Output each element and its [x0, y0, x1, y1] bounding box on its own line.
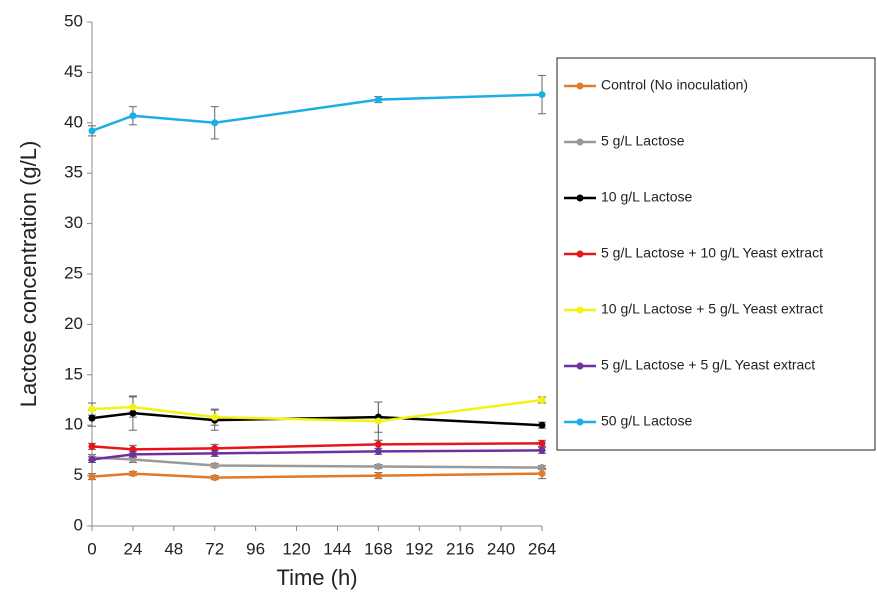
data-point [129, 450, 137, 458]
data-point [129, 409, 137, 417]
legend-marker [576, 82, 584, 90]
legend-label: 5 g/L Lactose + 5 g/L Yeast extract [601, 357, 815, 373]
series-line [91, 472, 543, 479]
data-point [374, 463, 382, 471]
x-axis-title: Time (h) [276, 565, 357, 590]
y-tick-label: 40 [64, 112, 83, 131]
y-tick-label: 35 [64, 163, 83, 182]
data-point [88, 127, 96, 135]
data-point [374, 417, 382, 425]
data-point [538, 91, 546, 99]
series-line [91, 93, 543, 133]
y-tick-label: 30 [64, 213, 83, 232]
data-point [88, 414, 96, 422]
x-tick-label: 240 [487, 539, 515, 558]
x-tick-label: 0 [87, 539, 96, 558]
data-point [129, 445, 137, 453]
data-point [88, 442, 96, 450]
data-point [211, 444, 219, 452]
y-tick-label: 20 [64, 314, 83, 333]
legend-label: Control (No inoculation) [601, 77, 748, 93]
data-point [211, 413, 219, 421]
data-point [374, 447, 382, 455]
data-point [129, 470, 137, 478]
legend-label: 5 g/L Lactose [601, 133, 685, 149]
y-tick-label: 0 [74, 515, 83, 534]
data-point [374, 96, 382, 104]
y-tick-label: 15 [64, 364, 83, 383]
legend-label: 50 g/L Lactose [601, 413, 693, 429]
legend-label: 10 g/L Lactose [601, 189, 693, 205]
data-point [538, 464, 546, 472]
y-axis-title: Lactose concentration (g/L) [16, 141, 41, 408]
series-line [91, 449, 543, 461]
data-point [88, 405, 96, 413]
data-point [211, 449, 219, 457]
legend-marker [576, 138, 584, 146]
data-point [538, 396, 546, 404]
x-tick-label: 216 [446, 539, 474, 558]
data-point [88, 455, 96, 463]
data-point [538, 446, 546, 454]
x-tick-label: 48 [164, 539, 183, 558]
data-point [129, 455, 137, 463]
legend-label: 5 g/L Lactose + 10 g/L Yeast extract [601, 245, 823, 261]
legend: Control (No inoculation) 5 g/L Lactose 10 … [556, 57, 876, 451]
data-point [538, 470, 546, 478]
data-point [129, 112, 137, 120]
legend-marker [576, 194, 584, 202]
legend-marker [576, 418, 584, 426]
data-point [538, 421, 546, 429]
legend-marker [576, 362, 584, 370]
data-point [538, 439, 546, 447]
legend-label: 10 g/L Lactose + 5 g/L Yeast extract [601, 301, 823, 317]
y-tick-label: 50 [64, 11, 83, 30]
data-point [374, 472, 382, 480]
data-point [211, 119, 219, 127]
y-tick-label: 45 [64, 62, 83, 81]
x-tick-label: 120 [282, 539, 310, 558]
x-tick-label: 24 [123, 539, 142, 558]
x-tick-label: 144 [323, 539, 351, 558]
x-tick-label: 72 [205, 539, 224, 558]
data-point [211, 474, 219, 482]
data-point [88, 473, 96, 481]
data-point [129, 403, 137, 411]
data-point [211, 462, 219, 470]
y-tick-label: 25 [64, 263, 83, 282]
data-point [374, 440, 382, 448]
legend-marker [576, 250, 584, 258]
y-tick-label: 10 [64, 415, 83, 434]
series-line [91, 442, 543, 451]
x-tick-label: 264 [528, 539, 556, 558]
y-tick-label: 5 [74, 465, 83, 484]
x-tick-label: 96 [246, 539, 265, 558]
series-line [91, 456, 543, 469]
x-tick-label: 168 [364, 539, 392, 558]
x-tick-label: 192 [405, 539, 433, 558]
legend-box [556, 57, 876, 451]
legend-marker [576, 306, 584, 314]
